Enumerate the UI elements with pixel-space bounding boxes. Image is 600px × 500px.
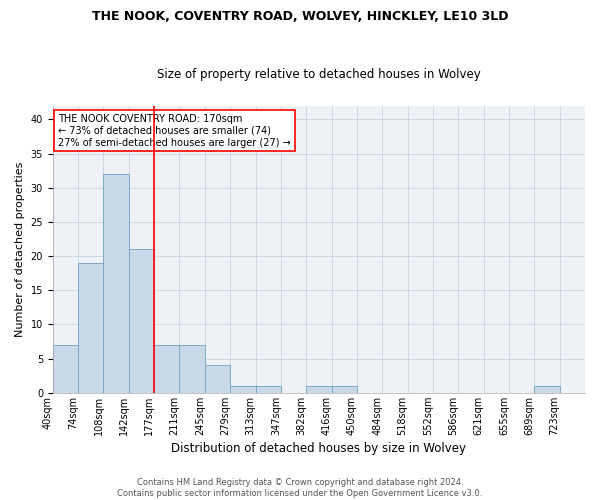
Text: Contains HM Land Registry data © Crown copyright and database right 2024.
Contai: Contains HM Land Registry data © Crown c… <box>118 478 482 498</box>
X-axis label: Distribution of detached houses by size in Wolvey: Distribution of detached houses by size … <box>172 442 466 455</box>
Text: THE NOOK, COVENTRY ROAD, WOLVEY, HINCKLEY, LE10 3LD: THE NOOK, COVENTRY ROAD, WOLVEY, HINCKLE… <box>92 10 508 23</box>
Bar <box>256 386 281 393</box>
Bar <box>53 345 78 393</box>
Bar <box>179 345 205 393</box>
Bar <box>103 174 129 393</box>
Bar <box>154 345 179 393</box>
Bar <box>78 263 103 393</box>
Bar <box>129 250 154 393</box>
Bar <box>535 386 560 393</box>
Bar <box>205 366 230 393</box>
Bar <box>332 386 357 393</box>
Y-axis label: Number of detached properties: Number of detached properties <box>15 162 25 337</box>
Bar <box>230 386 256 393</box>
Bar <box>306 386 332 393</box>
Text: THE NOOK COVENTRY ROAD: 170sqm
← 73% of detached houses are smaller (74)
27% of : THE NOOK COVENTRY ROAD: 170sqm ← 73% of … <box>58 114 291 148</box>
Title: Size of property relative to detached houses in Wolvey: Size of property relative to detached ho… <box>157 68 481 81</box>
